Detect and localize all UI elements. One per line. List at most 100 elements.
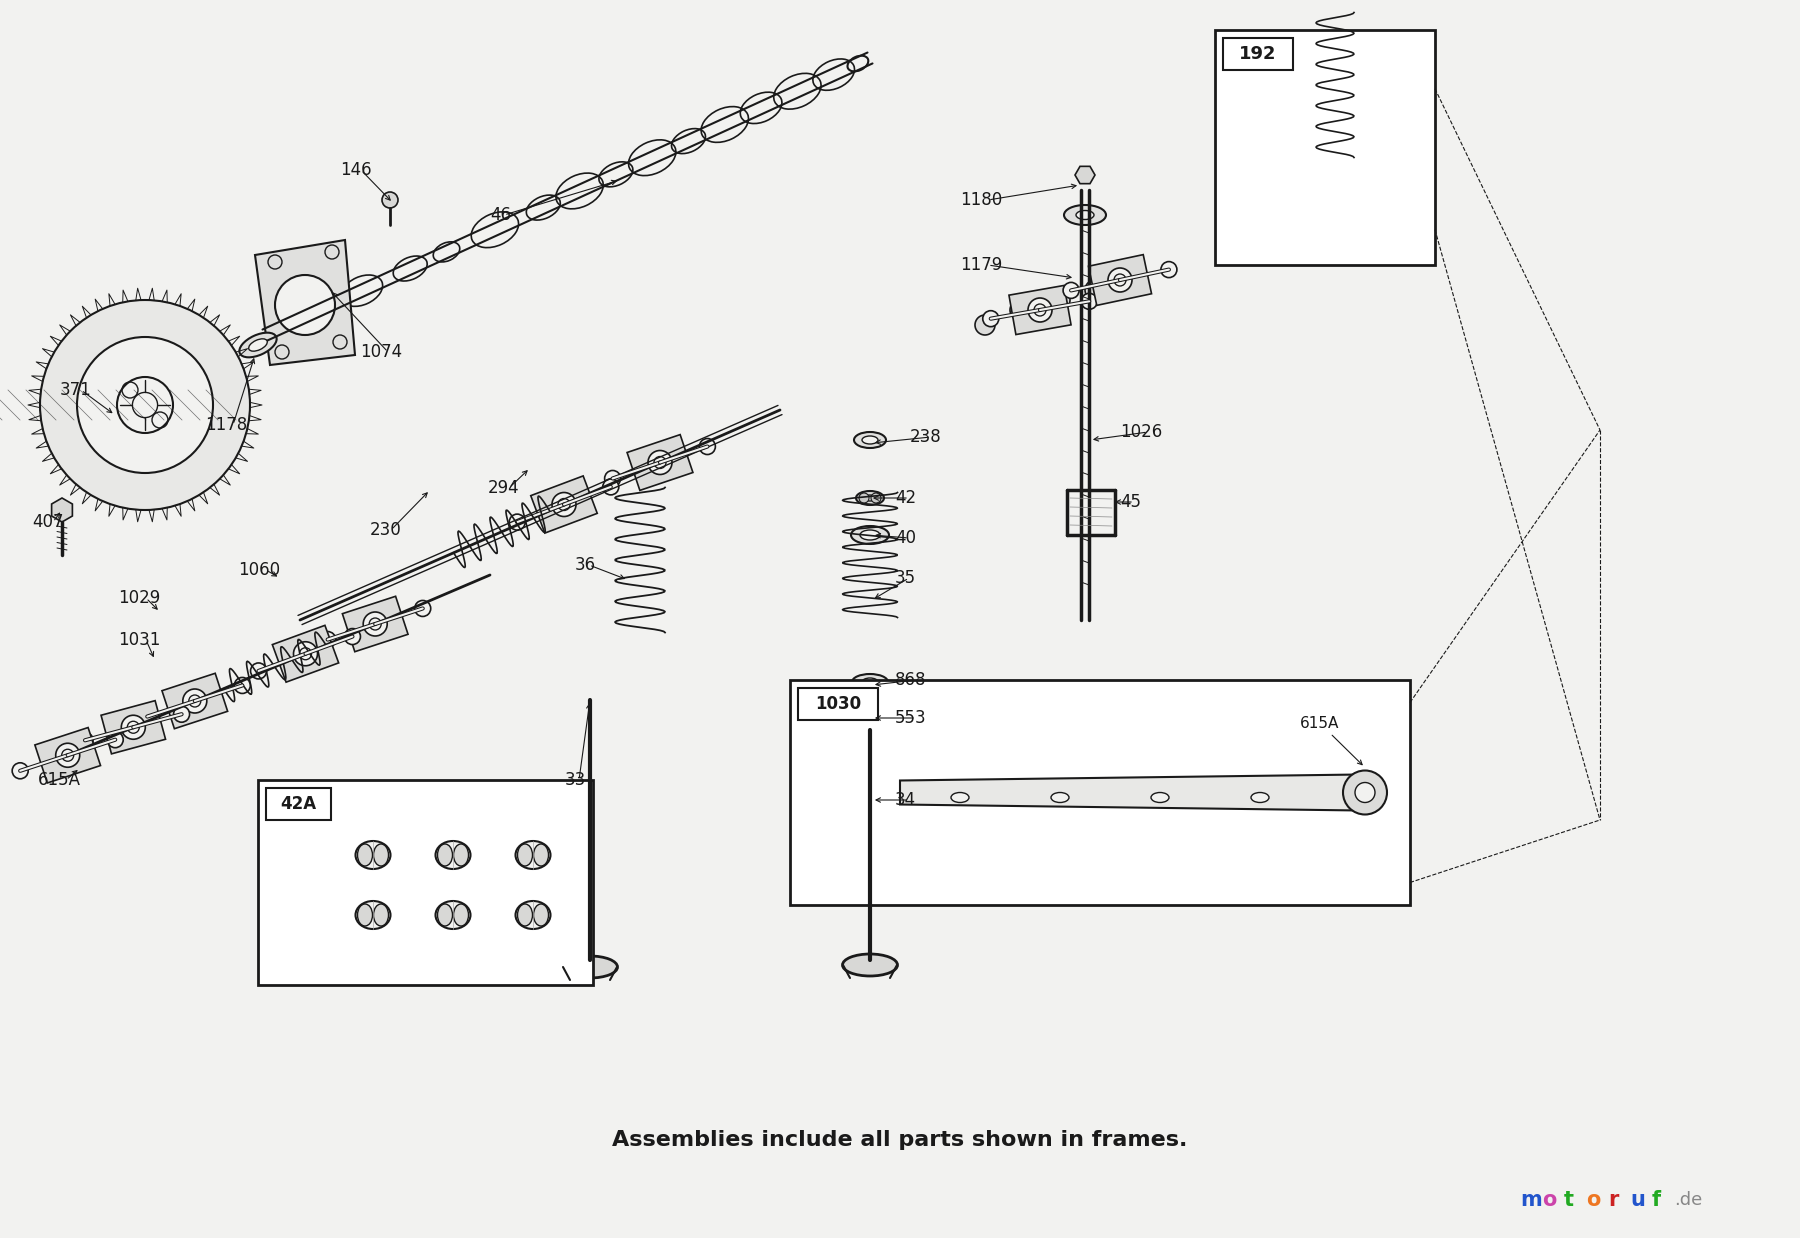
Ellipse shape [374, 904, 389, 926]
Polygon shape [1089, 255, 1152, 306]
Ellipse shape [853, 432, 886, 448]
Text: 36: 36 [574, 556, 596, 574]
Text: 371: 371 [59, 381, 92, 399]
Circle shape [77, 337, 212, 473]
Text: 553: 553 [895, 709, 927, 727]
Polygon shape [162, 673, 227, 729]
Polygon shape [1075, 166, 1094, 183]
Polygon shape [531, 475, 598, 534]
Polygon shape [101, 701, 166, 754]
Polygon shape [1010, 286, 1071, 334]
Ellipse shape [356, 841, 391, 869]
Circle shape [250, 662, 266, 678]
Circle shape [173, 706, 189, 722]
Ellipse shape [533, 844, 549, 867]
Text: 1180: 1180 [959, 191, 1003, 209]
Circle shape [859, 493, 869, 503]
Polygon shape [34, 728, 101, 782]
Text: 1029: 1029 [119, 589, 160, 607]
Circle shape [1355, 782, 1375, 802]
Bar [1215, 30, 1435, 265]
Text: 615A: 615A [1300, 716, 1363, 765]
Circle shape [234, 677, 250, 693]
Ellipse shape [515, 841, 551, 869]
Ellipse shape [533, 904, 549, 926]
Ellipse shape [853, 711, 886, 725]
Ellipse shape [562, 956, 617, 978]
Text: 230: 230 [371, 521, 401, 539]
Circle shape [1010, 300, 1030, 319]
Text: 42A: 42A [281, 795, 317, 813]
Text: 42: 42 [895, 489, 916, 508]
Text: 1026: 1026 [1120, 423, 1163, 441]
Ellipse shape [356, 901, 391, 928]
Ellipse shape [842, 954, 898, 976]
Text: 407: 407 [32, 513, 63, 531]
Circle shape [139, 708, 155, 724]
Text: Assemblies include all parts shown in frames.: Assemblies include all parts shown in fr… [612, 1130, 1188, 1150]
Text: r: r [1607, 1190, 1618, 1210]
Circle shape [1109, 267, 1132, 292]
Ellipse shape [239, 333, 277, 358]
Ellipse shape [851, 673, 887, 690]
Text: 192: 192 [1238, 45, 1276, 63]
Circle shape [320, 631, 335, 647]
Bar [1222, 38, 1292, 71]
Text: 45: 45 [1120, 493, 1141, 511]
Circle shape [1082, 293, 1098, 310]
Circle shape [344, 629, 360, 645]
Circle shape [40, 300, 250, 510]
Circle shape [605, 470, 621, 487]
Text: 1179: 1179 [959, 256, 1003, 274]
Polygon shape [342, 597, 409, 651]
Circle shape [700, 438, 715, 454]
Ellipse shape [1150, 792, 1168, 802]
Text: f: f [1652, 1190, 1661, 1210]
Text: 1178: 1178 [205, 416, 247, 435]
Text: u: u [1631, 1190, 1645, 1210]
Polygon shape [900, 775, 1361, 811]
Text: 238: 238 [911, 428, 941, 446]
Circle shape [364, 612, 387, 636]
Circle shape [871, 493, 880, 503]
Circle shape [382, 192, 398, 208]
Circle shape [1085, 280, 1105, 300]
Text: 146: 146 [340, 161, 371, 180]
Ellipse shape [436, 901, 470, 928]
Text: 615A: 615A [38, 771, 81, 789]
Ellipse shape [860, 530, 880, 540]
Circle shape [1064, 282, 1078, 298]
Circle shape [1161, 261, 1177, 277]
Ellipse shape [515, 901, 551, 928]
Circle shape [509, 514, 526, 530]
Circle shape [108, 732, 122, 748]
Text: o: o [1586, 1190, 1600, 1210]
Circle shape [56, 743, 79, 768]
Ellipse shape [851, 526, 889, 543]
Circle shape [184, 690, 207, 713]
Ellipse shape [950, 792, 968, 802]
Text: 35: 35 [895, 569, 916, 587]
Bar [266, 789, 331, 820]
Text: 868: 868 [895, 671, 927, 690]
Polygon shape [52, 498, 72, 522]
Ellipse shape [437, 844, 452, 867]
Text: m: m [1519, 1190, 1543, 1210]
Bar [790, 680, 1409, 905]
Polygon shape [272, 625, 338, 682]
Ellipse shape [518, 904, 533, 926]
Circle shape [1028, 298, 1051, 322]
Ellipse shape [454, 844, 468, 867]
Circle shape [77, 733, 94, 748]
Text: 1030: 1030 [815, 695, 860, 713]
Ellipse shape [862, 678, 878, 686]
Circle shape [1049, 290, 1069, 310]
Bar [257, 780, 592, 985]
Circle shape [648, 451, 671, 474]
Text: t: t [1564, 1190, 1573, 1210]
Polygon shape [256, 240, 355, 365]
Text: 40: 40 [895, 529, 916, 547]
Ellipse shape [857, 491, 884, 505]
Ellipse shape [454, 904, 468, 926]
Text: 1060: 1060 [238, 561, 281, 579]
